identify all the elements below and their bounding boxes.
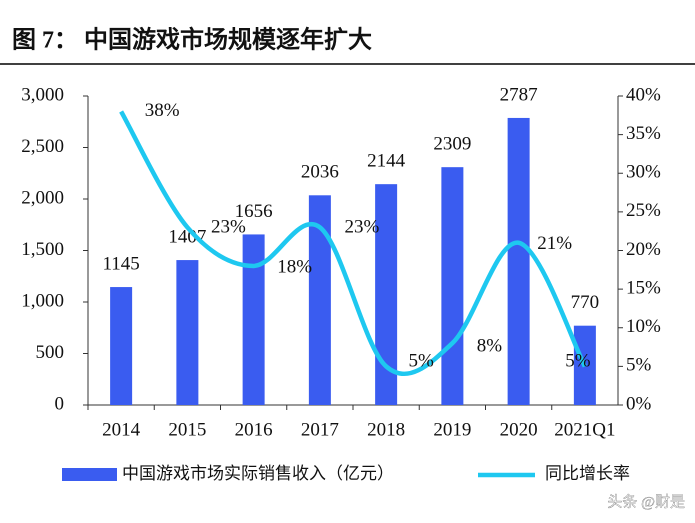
- bar-label: 1656: [235, 201, 273, 222]
- bar: [308, 195, 331, 405]
- bar: [176, 260, 199, 405]
- legend-swatch: [62, 468, 117, 481]
- bar-label: 770: [571, 292, 600, 313]
- y2-tick-label: 15%: [626, 277, 661, 298]
- line: [119, 110, 587, 377]
- line-label: 5%: [565, 351, 591, 372]
- y2-tick-label: 20%: [626, 239, 661, 260]
- y-tick-label: 1,000: [21, 290, 64, 311]
- y-tick-label: 1,500: [21, 239, 64, 260]
- line-label: 23%: [211, 217, 246, 238]
- bar: [507, 117, 530, 406]
- bar-label: 2144: [367, 151, 406, 172]
- line-label: 38%: [145, 100, 180, 121]
- y-tick-label: 2,500: [21, 136, 64, 157]
- line-label: 21%: [537, 233, 572, 254]
- x-tick-label: 2014: [102, 419, 141, 440]
- bar: [110, 287, 133, 405]
- x-tick-label: 2016: [235, 419, 273, 440]
- bar: [242, 234, 265, 405]
- line-label: 18%: [277, 256, 312, 277]
- bar-label: 2787: [500, 84, 538, 105]
- x-tick-label: 2019: [433, 419, 471, 440]
- y2-tick-label: 5%: [626, 355, 652, 376]
- y2-tick-label: 40%: [626, 84, 661, 105]
- bar-label: 1407: [168, 226, 206, 247]
- line-label: 8%: [477, 336, 503, 357]
- bar-label: 2036: [301, 162, 339, 183]
- x-tick-label: 2017: [301, 419, 339, 440]
- x-tick-label: 2020: [500, 419, 538, 440]
- line-label: 23%: [344, 217, 379, 238]
- x-tick-label: 2021Q1: [554, 419, 615, 440]
- x-tick-label: 2015: [168, 419, 206, 440]
- bar: [375, 184, 398, 405]
- y-tick-label: 0: [55, 393, 65, 414]
- y2-tick-label: 25%: [626, 200, 661, 221]
- y2-tick-label: 35%: [626, 123, 661, 144]
- legend-label: 同比增长率: [545, 464, 630, 483]
- y-tick-label: 2,000: [21, 187, 64, 208]
- x-tick-label: 2018: [367, 419, 405, 440]
- legend-label: 中国游戏市场实际销售收入（亿元）: [122, 464, 394, 483]
- bar: [441, 167, 464, 405]
- line-label: 5%: [408, 351, 434, 372]
- y2-tick-label: 0%: [626, 393, 652, 414]
- chart-title: 图 7： 中国游戏市场规模逐年扩大: [12, 26, 372, 54]
- y2-tick-label: 30%: [626, 162, 661, 183]
- y-tick-label: 3,000: [21, 84, 64, 105]
- y-tick-label: 500: [36, 342, 65, 363]
- y2-tick-label: 10%: [626, 316, 661, 337]
- bar-label: 1145: [102, 253, 139, 274]
- bar-label: 2309: [433, 134, 471, 155]
- watermark: 头条 @财是: [607, 493, 685, 510]
